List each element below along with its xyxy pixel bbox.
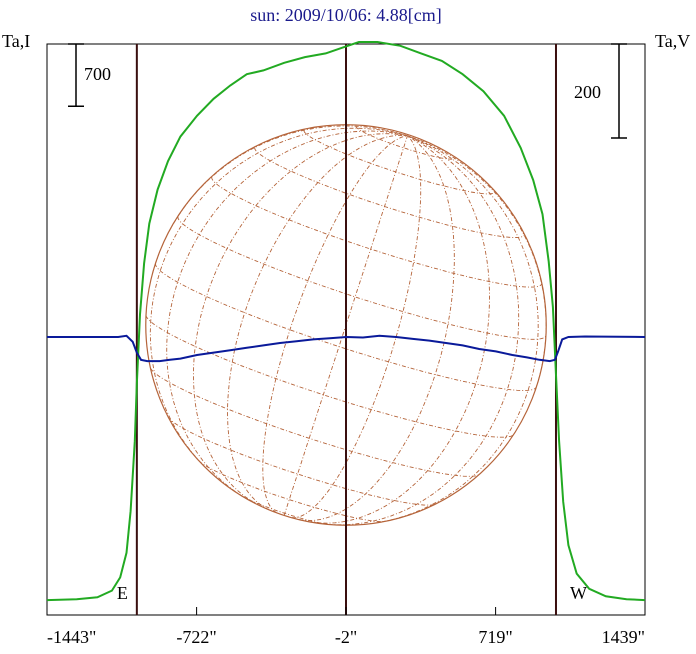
- scale-bar-intensity-label: 700: [84, 64, 111, 84]
- scale-bar-polarization: 200: [574, 43, 627, 139]
- parallel-line: [145, 315, 514, 438]
- parallel-line: [155, 263, 537, 391]
- limb-label: W: [570, 583, 587, 603]
- meridian-line: [291, 135, 422, 519]
- meridian-line: [363, 135, 539, 525]
- x-tick-label: -1443": [47, 627, 96, 647]
- parallel-line: [254, 147, 525, 238]
- parallel-line: [240, 495, 331, 526]
- meridian-line: [227, 134, 408, 511]
- parallel-line: [177, 216, 547, 340]
- left-axis-label: Ta,I: [2, 31, 30, 51]
- heliographic-grid: [145, 125, 547, 526]
- meridian-line: [193, 133, 408, 508]
- meridian-line: [299, 135, 455, 522]
- chart-title: sun: 2009/10/06: 4.88[cm]: [250, 5, 442, 25]
- series-intensity-line: [46, 41, 646, 602]
- x-tick-label: 719": [478, 627, 512, 647]
- series-polarization-line: [47, 334, 646, 363]
- meridian-line: [305, 135, 490, 524]
- parallel-line: [303, 130, 495, 195]
- meridian-line: [283, 135, 408, 516]
- parallel-line: [150, 368, 479, 477]
- x-tick-label: -2": [335, 627, 357, 647]
- series-layer: [46, 41, 646, 602]
- x-axis-ticks: -1443" -722" -2" 719" 1439": [46, 607, 646, 647]
- parallel-line: [211, 176, 543, 288]
- parallel-line: [198, 460, 386, 523]
- meridian-line: [149, 127, 408, 477]
- meridian-line: [166, 130, 408, 502]
- solar-disk: [145, 124, 547, 526]
- x-tick-label: -722": [176, 627, 216, 647]
- meridian-line: [152, 125, 408, 274]
- parallel-line: [167, 416, 437, 506]
- meridian-line: [262, 135, 408, 513]
- x-tick-label: 1439": [602, 627, 645, 647]
- limb-label: E: [117, 583, 128, 603]
- parallel-line: [355, 126, 456, 160]
- right-axis-label: Ta,V: [655, 31, 690, 51]
- scale-bar-intensity: 700: [68, 43, 111, 107]
- scale-bar-polarization-label: 200: [574, 82, 601, 102]
- meridian-line: [319, 135, 520, 526]
